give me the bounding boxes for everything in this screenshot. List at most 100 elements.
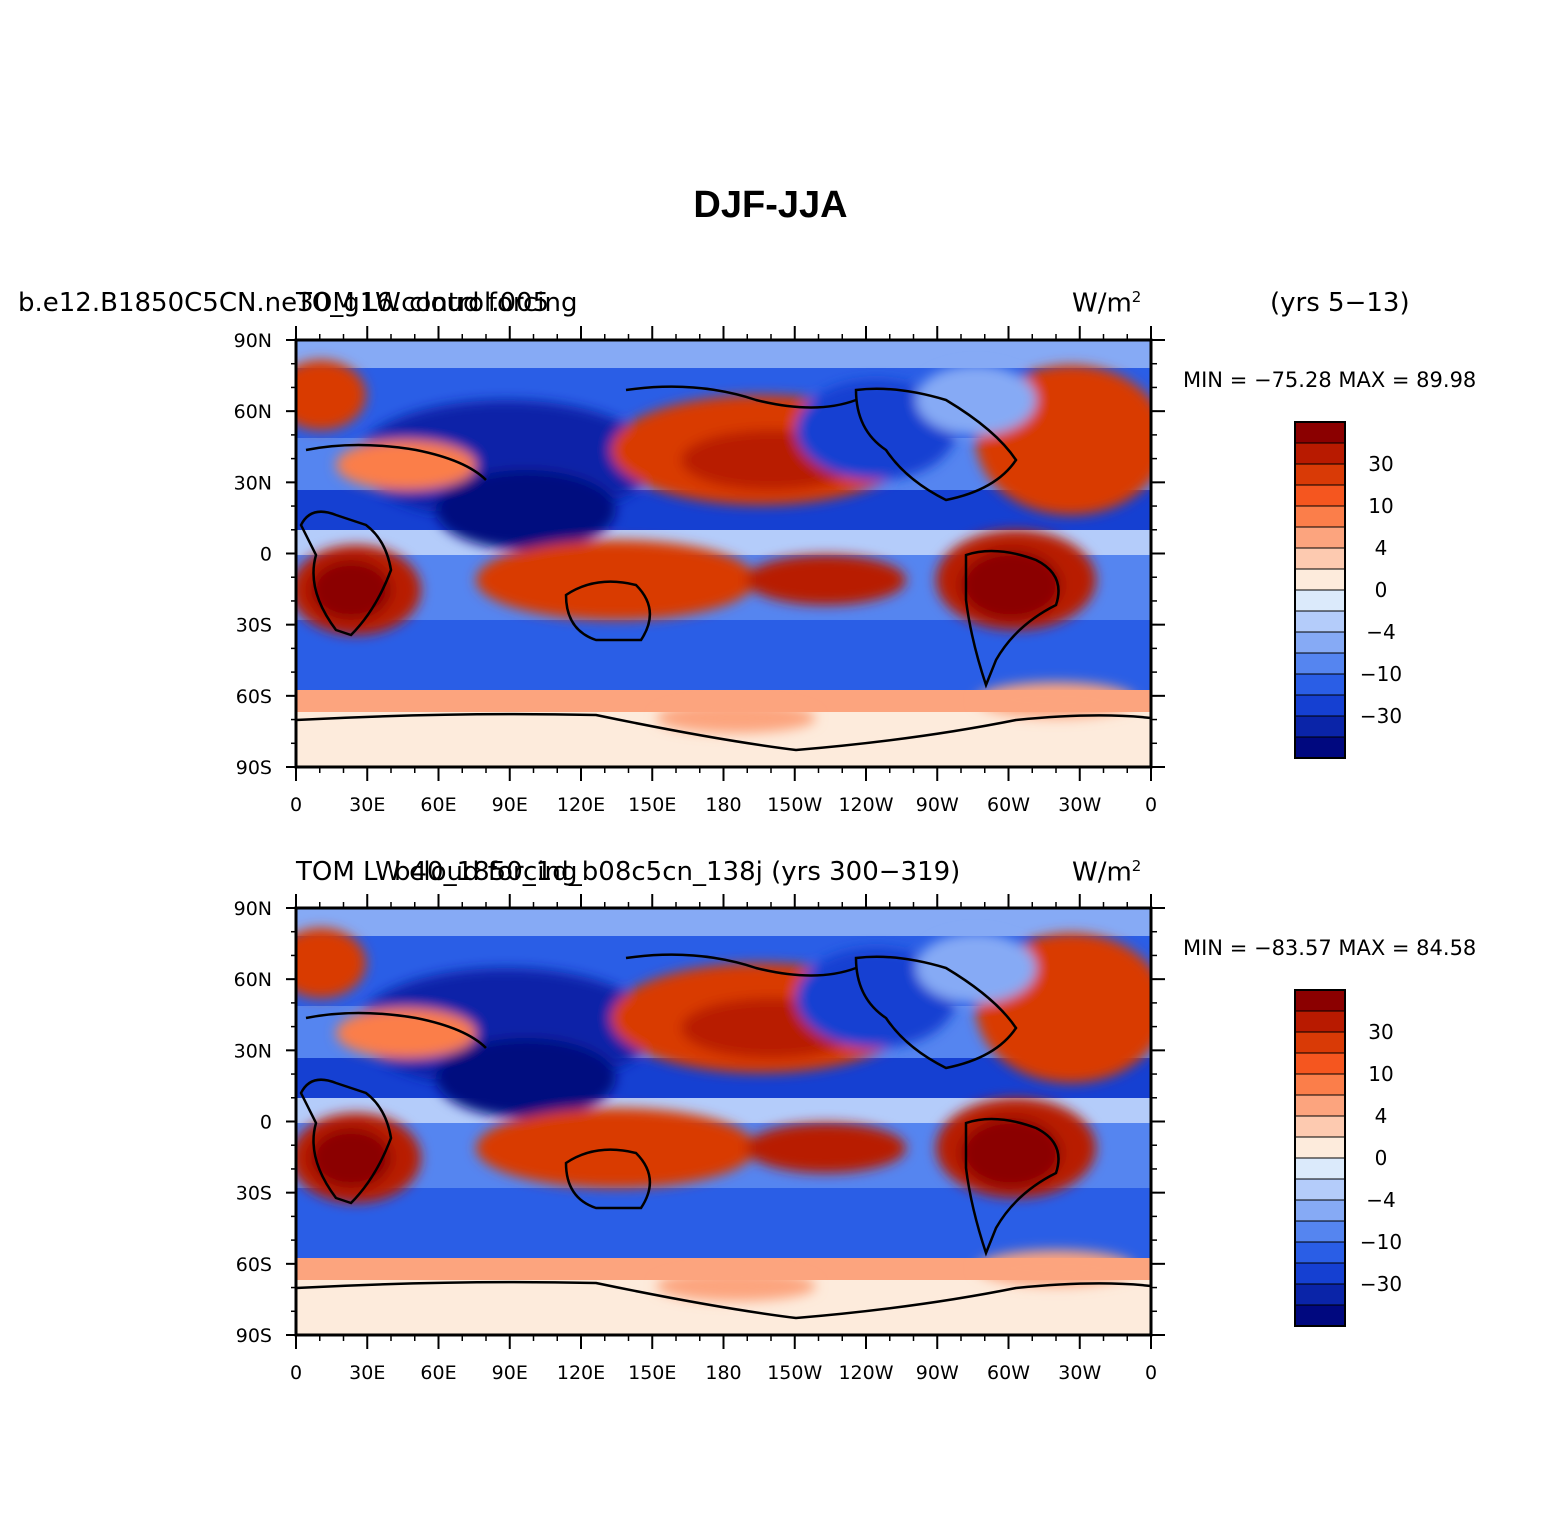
colorbar-swatch	[1294, 505, 1346, 528]
colorbar-swatch	[1294, 610, 1346, 633]
colorbar-label: −30	[1360, 1272, 1402, 1296]
panel2-lon-tick-label: 180	[705, 1362, 741, 1384]
panel1-lon-tick-label: 120W	[838, 794, 893, 816]
colorbar-swatch	[1294, 463, 1346, 486]
colorbar-swatch	[1294, 1073, 1346, 1096]
panel2-case-label: b40_1850_1d_b08c5cn_138j (yrs 300−319)	[394, 857, 961, 887]
panel1-lon-tick-label: 150W	[767, 794, 822, 816]
panel1-lat-tick-label: 60N	[234, 401, 272, 423]
panel1-lon-tick-label: 30W	[1058, 794, 1101, 816]
panel1-lat-tick-label: 90S	[236, 757, 272, 779]
colorbar-label: −30	[1360, 704, 1402, 728]
colorbar-2: 30 10 4 0 −4 −10 −30	[1294, 989, 1402, 1327]
panel2-lon-tick-label: 90W	[916, 1362, 959, 1384]
colorbar-swatch	[1294, 1283, 1346, 1306]
colorbar-swatch	[1294, 589, 1346, 612]
panel1-units-label: W/m2	[1072, 288, 1141, 319]
colorbar-swatch	[1294, 694, 1346, 717]
panel2-lon-tick-label: 60E	[420, 1362, 456, 1384]
colorbar-swatch	[1294, 652, 1346, 675]
panel2-lat-tick-label: 30N	[234, 1040, 272, 1062]
panel1-lat-tick-label: 30N	[234, 472, 272, 494]
colorbar-swatch	[1294, 1094, 1346, 1117]
panel1-units-superscript: 2	[1131, 288, 1142, 306]
colorbar-swatch	[1294, 442, 1346, 465]
panel1-variable-label: TOM LW cloud forcing	[296, 288, 578, 318]
colorbar-label: 4	[1375, 536, 1388, 560]
colorbar-label: 30	[1368, 452, 1393, 476]
colorbar-swatch	[1294, 421, 1346, 444]
colorbar-swatch	[1294, 1304, 1346, 1327]
panel2-lon-tick-label: 30E	[349, 1362, 385, 1384]
panel2-lat-tick-label: 60S	[236, 1254, 272, 1276]
colorbar-swatch	[1294, 547, 1346, 570]
panel2-lat-tick-label: 90S	[236, 1325, 272, 1347]
colorbar-swatch	[1294, 1115, 1346, 1138]
colorbar-swatch	[1294, 484, 1346, 507]
panel1-lon-tick-label: 120E	[557, 794, 605, 816]
colorbar-swatch	[1294, 736, 1346, 759]
panel1-lon-tick-label: 30E	[349, 794, 385, 816]
panel2-lat-tick-label: 0	[260, 1112, 272, 1134]
panel2-lon-tick-label: 120W	[838, 1362, 893, 1384]
colorbar-swatch	[1294, 1136, 1346, 1159]
panel1-lat-tick-label: 60S	[236, 686, 272, 708]
panel1-case-label: b.e12.B1850C5CN.ne30_g16.control.005	[18, 288, 550, 318]
panel2-units-label: W/m2	[1072, 857, 1141, 888]
panel1-lat-tick-label: 90N	[234, 330, 272, 352]
panel2-min-max: MIN = −83.57 MAX = 84.58	[1183, 936, 1477, 960]
panel2-lon-tick-label: 120E	[557, 1362, 605, 1384]
colorbar-swatch	[1294, 1220, 1346, 1243]
panel2-lon-tick-label: 0	[290, 1362, 302, 1384]
panel1-min-max: MIN = −75.28 MAX = 89.98	[1183, 368, 1477, 392]
colorbar-label: −10	[1360, 1230, 1402, 1254]
panel2-lat-tick-label: 60N	[234, 969, 272, 991]
panel2-lon-tick-label: 60W	[987, 1362, 1030, 1384]
panel1-lat-tick-label: 0	[260, 544, 272, 566]
colorbar-swatch	[1294, 989, 1346, 1012]
panel2-units-text: W/m	[1072, 857, 1132, 888]
panel1-map	[294, 338, 1153, 769]
colorbar-swatch	[1294, 631, 1346, 654]
colorbar-label: −10	[1360, 662, 1402, 686]
colorbar-swatch	[1294, 1052, 1346, 1075]
colorbar-swatch	[1294, 1199, 1346, 1222]
panel1-years-label: (yrs 5−13)	[1270, 288, 1410, 318]
panel1-lon-tick-label: 60E	[420, 794, 456, 816]
panel2-map	[294, 906, 1153, 1337]
panel2-lon-tick-label: 90E	[492, 1362, 528, 1384]
panel2-variable-label: TOM LW cloud forcing	[296, 857, 578, 887]
colorbar-swatch	[1294, 526, 1346, 549]
colorbar-1: 30 10 4 0 −4 −10 −30	[1294, 421, 1402, 759]
colorbar-label: 4	[1375, 1104, 1388, 1128]
panel1-units-text: W/m	[1072, 288, 1132, 319]
colorbar-swatch	[1294, 1241, 1346, 1264]
panel1-lon-tick-label: 0	[290, 794, 302, 816]
panel2-lon-tick-label: 0	[1145, 1362, 1157, 1384]
colorbar-label: −4	[1366, 1188, 1395, 1212]
panel1-lon-tick-label: 60W	[987, 794, 1030, 816]
panel2-lon-tick-label: 150W	[767, 1362, 822, 1384]
colorbar-swatch	[1294, 1262, 1346, 1285]
main-title: DJF-JJA	[693, 184, 848, 226]
panel2-lat-tick-label: 90N	[234, 898, 272, 920]
colorbar-label: 30	[1368, 1020, 1393, 1044]
panel1-lon-tick-label: 90W	[916, 794, 959, 816]
panel1-lon-tick-label: 90E	[492, 794, 528, 816]
colorbar-swatch	[1294, 715, 1346, 738]
panel2-lat-tick-label: 30S	[236, 1183, 272, 1205]
panel1-lon-tick-label: 150E	[628, 794, 676, 816]
colorbar-label: 0	[1375, 578, 1388, 602]
panel1-lon-tick-label: 180	[705, 794, 741, 816]
colorbar-label: 10	[1368, 494, 1393, 518]
colorbar-swatch	[1294, 1178, 1346, 1201]
colorbar-swatch	[1294, 568, 1346, 591]
panel2-lon-tick-label: 30W	[1058, 1362, 1101, 1384]
panel1-lon-tick-label: 0	[1145, 794, 1157, 816]
colorbar-swatch	[1294, 1010, 1346, 1033]
colorbar-label: −4	[1366, 620, 1395, 644]
colorbar-label: 0	[1375, 1146, 1388, 1170]
colorbar-swatch	[1294, 673, 1346, 696]
colorbar-label: 10	[1368, 1062, 1393, 1086]
